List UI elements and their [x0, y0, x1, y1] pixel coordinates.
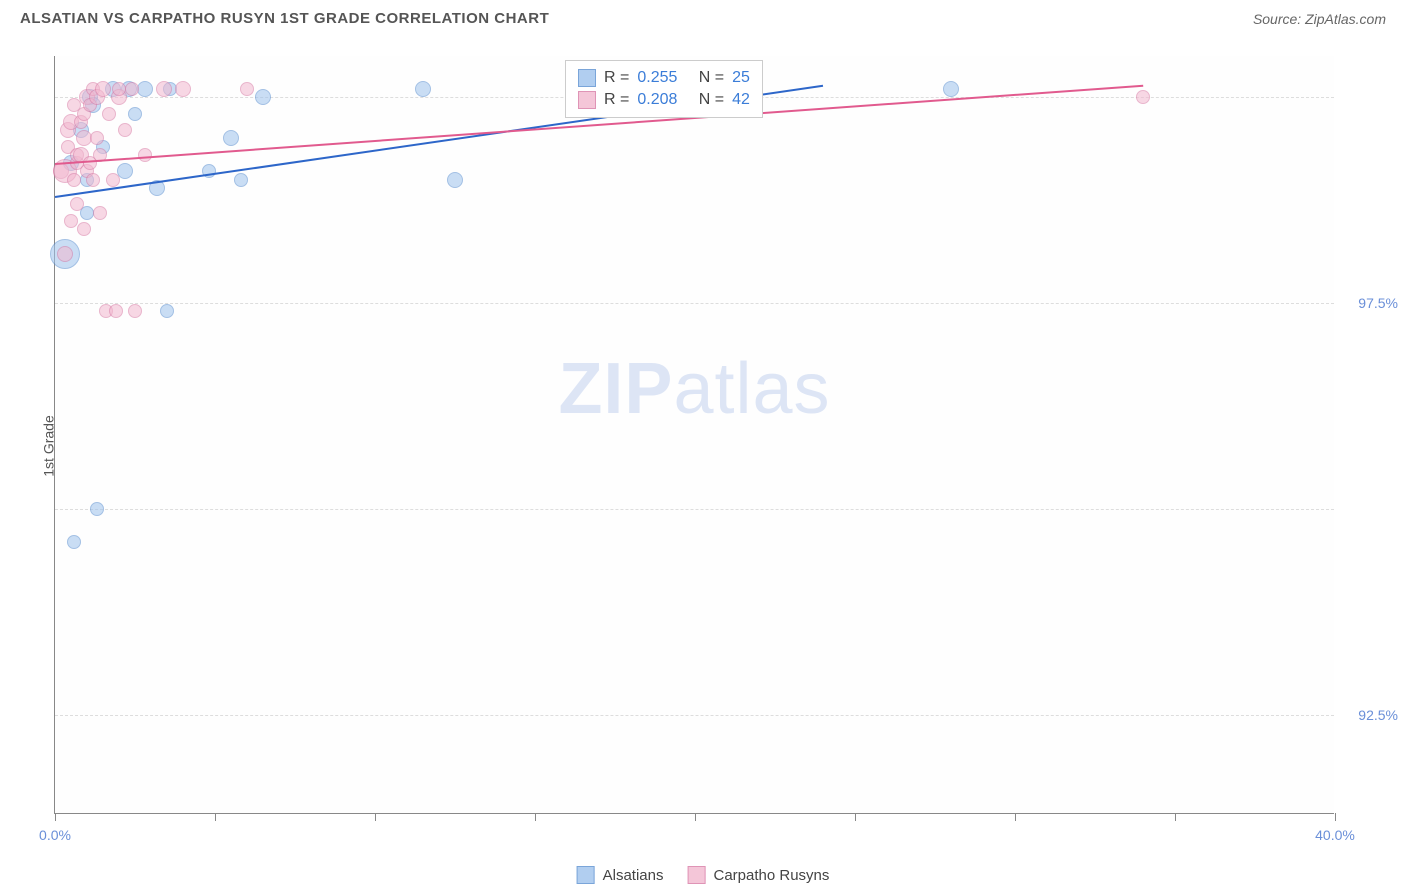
- scatter-point: [86, 173, 100, 187]
- gridline: [55, 509, 1334, 510]
- x-tick: [1015, 813, 1016, 821]
- scatter-point: [117, 163, 133, 179]
- bottom-legend: Alsatians Carpatho Rusyns: [577, 864, 830, 886]
- stat-r-label: R =: [604, 69, 629, 87]
- legend-label-alsatians: Alsatians: [603, 867, 664, 884]
- watermark-zip: ZIP: [558, 349, 673, 429]
- scatter-point: [93, 206, 107, 220]
- scatter-point: [128, 304, 142, 318]
- scatter-point: [1136, 90, 1150, 104]
- gridline: [55, 715, 1334, 716]
- scatter-point: [67, 173, 81, 187]
- legend-item-carpatho: Carpatho Rusyns: [687, 864, 829, 886]
- stat-r-value: 0.208: [637, 91, 677, 109]
- x-tick: [855, 813, 856, 821]
- scatter-point: [106, 173, 120, 187]
- scatter-point: [175, 81, 191, 97]
- scatter-point: [109, 304, 123, 318]
- scatter-point: [415, 81, 431, 97]
- scatter-point: [125, 82, 139, 96]
- scatter-point: [90, 502, 104, 516]
- scatter-point: [102, 107, 116, 121]
- chart-plot-area: ZIPatlas 92.5%97.5%0.0%40.0%R = 0.255 N …: [54, 56, 1334, 814]
- source-label: Source: ZipAtlas.com: [1253, 11, 1386, 27]
- scatter-point: [160, 304, 174, 318]
- x-tick: [1335, 813, 1336, 821]
- source-name: ZipAtlas.com: [1305, 11, 1386, 27]
- scatter-point: [90, 131, 104, 145]
- x-tick: [55, 813, 56, 821]
- scatter-point: [70, 197, 84, 211]
- stat-r-value: 0.255: [637, 69, 677, 87]
- legend-swatch-icon: [578, 91, 596, 109]
- scatter-point: [137, 81, 153, 97]
- stat-legend-box: R = 0.255 N = 25R = 0.208 N = 42: [565, 60, 763, 118]
- y-tick-label: 97.5%: [1358, 295, 1398, 311]
- scatter-point: [156, 81, 172, 97]
- stat-n-value: 25: [732, 69, 750, 87]
- x-tick-label: 40.0%: [1315, 827, 1355, 843]
- scatter-point: [223, 130, 239, 146]
- watermark: ZIPatlas: [558, 348, 830, 430]
- x-tick: [375, 813, 376, 821]
- x-tick: [535, 813, 536, 821]
- scatter-point: [57, 246, 73, 262]
- legend-item-alsatians: Alsatians: [577, 864, 664, 886]
- scatter-point: [234, 173, 248, 187]
- scatter-point: [128, 107, 142, 121]
- scatter-point: [77, 222, 91, 236]
- source-prefix: Source:: [1253, 11, 1305, 27]
- legend-swatch-alsatians: [577, 866, 595, 884]
- chart-title: ALSATIAN VS CARPATHO RUSYN 1ST GRADE COR…: [20, 10, 549, 27]
- x-tick-label: 0.0%: [39, 827, 71, 843]
- scatter-point: [138, 148, 152, 162]
- scatter-point: [255, 89, 271, 105]
- x-tick: [695, 813, 696, 821]
- legend-swatch-icon: [578, 69, 596, 87]
- stat-r-label: R =: [604, 91, 629, 109]
- scatter-point: [943, 81, 959, 97]
- stat-n-label: N =: [685, 69, 724, 87]
- legend-label-carpatho: Carpatho Rusyns: [713, 867, 829, 884]
- y-tick-label: 92.5%: [1358, 707, 1398, 723]
- gridline: [55, 303, 1334, 304]
- scatter-point: [447, 172, 463, 188]
- scatter-point: [240, 82, 254, 96]
- scatter-point: [64, 214, 78, 228]
- scatter-point: [95, 81, 111, 97]
- scatter-point: [118, 123, 132, 137]
- stat-legend-row: R = 0.255 N = 25: [578, 67, 750, 89]
- legend-swatch-carpatho: [687, 866, 705, 884]
- scatter-point: [67, 535, 81, 549]
- stat-legend-row: R = 0.208 N = 42: [578, 89, 750, 111]
- stat-n-label: N =: [685, 91, 724, 109]
- stat-n-value: 42: [732, 91, 750, 109]
- x-tick: [215, 813, 216, 821]
- watermark-atlas: atlas: [673, 349, 830, 429]
- x-tick: [1175, 813, 1176, 821]
